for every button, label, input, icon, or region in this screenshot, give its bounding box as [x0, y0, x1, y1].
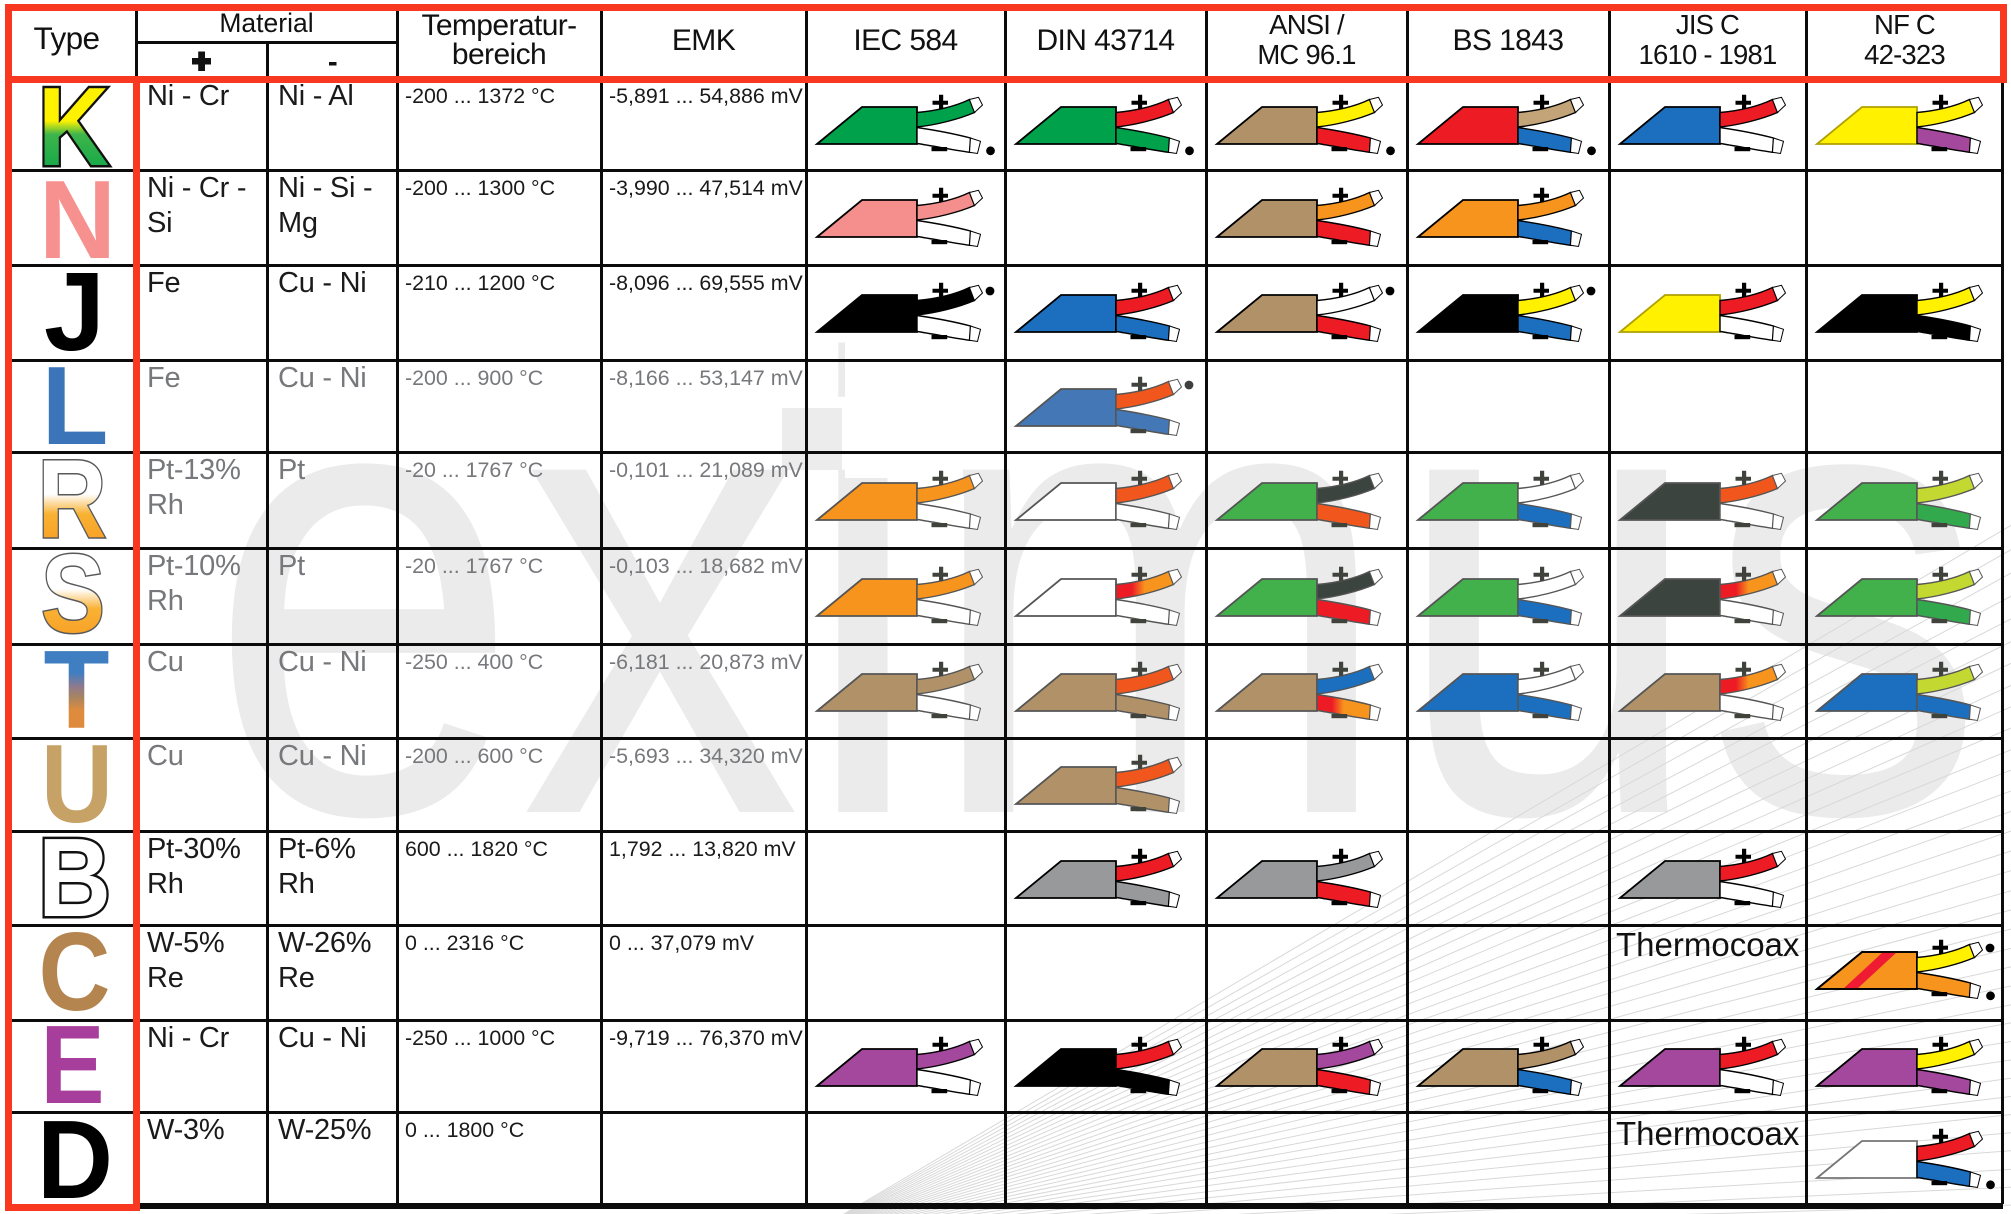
svg-text:D: D	[37, 1112, 113, 1204]
svg-text:K: K	[38, 78, 109, 170]
svg-text:E: E	[41, 1020, 105, 1112]
svg-text:C: C	[39, 925, 111, 1020]
svg-text:N: N	[39, 170, 116, 265]
svg-text:U: U	[41, 738, 113, 831]
svg-text:J: J	[44, 265, 105, 360]
svg-text:B: B	[38, 831, 111, 925]
svg-text:R: R	[38, 452, 107, 548]
svg-text:L: L	[42, 360, 109, 452]
svg-text:S: S	[41, 548, 105, 644]
svg-text:T: T	[44, 644, 110, 738]
